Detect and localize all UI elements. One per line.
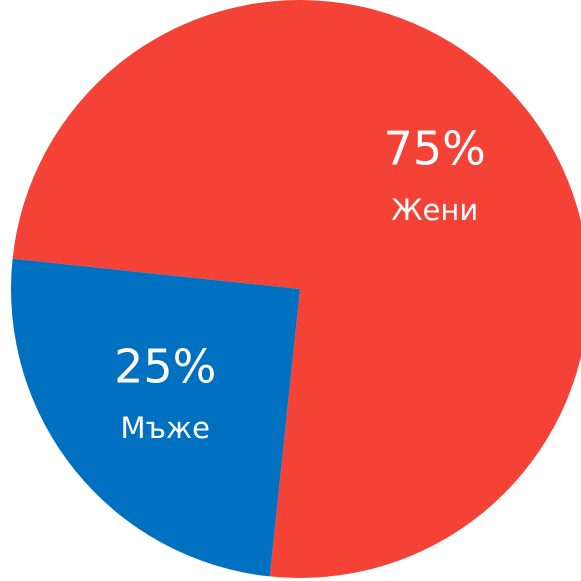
slice-value-label: 25% [114, 340, 216, 394]
slice-category-label: Мъже [121, 411, 210, 445]
pie-slice [11, 258, 300, 577]
slice-value-label: 75% [384, 121, 486, 175]
pie-slice [12, 0, 581, 578]
slice-category-label: Жени [391, 193, 478, 227]
